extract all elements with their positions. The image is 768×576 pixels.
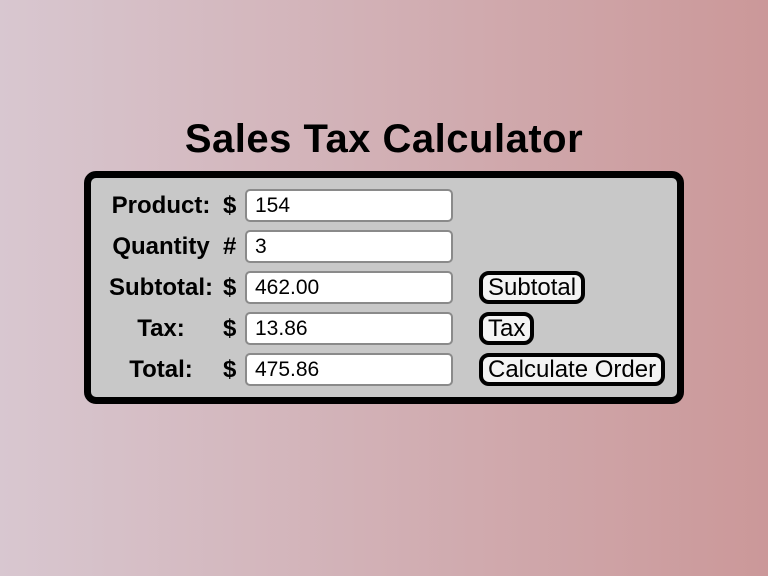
total-input[interactable] bbox=[245, 353, 453, 386]
dollar-symbol: $ bbox=[223, 273, 237, 301]
product-row: Product: $ bbox=[99, 189, 669, 222]
total-label: Total: bbox=[129, 355, 193, 383]
page-title: Sales Tax Calculator bbox=[184, 117, 584, 161]
calculate-order-button[interactable]: Calculate Order bbox=[479, 353, 666, 386]
dollar-symbol: $ bbox=[223, 191, 237, 219]
subtotal-button[interactable]: Subtotal bbox=[479, 271, 586, 304]
number-symbol: # bbox=[223, 232, 237, 260]
tax-button[interactable]: Tax bbox=[479, 312, 535, 345]
subtotal-row: Subtotal: $ Subtotal bbox=[99, 271, 669, 304]
dollar-symbol: $ bbox=[223, 355, 237, 383]
quantity-row: Quantity # bbox=[99, 230, 669, 263]
quantity-label: Quantity bbox=[112, 232, 210, 260]
tax-input[interactable] bbox=[245, 312, 453, 345]
tax-row: Tax: $ Tax bbox=[99, 312, 669, 345]
dollar-symbol: $ bbox=[223, 314, 237, 342]
quantity-input[interactable] bbox=[245, 230, 453, 263]
subtotal-input[interactable] bbox=[245, 271, 453, 304]
product-input[interactable] bbox=[245, 189, 453, 222]
total-row: Total: $ Calculate Order bbox=[99, 353, 669, 386]
subtotal-label: Subtotal: bbox=[109, 273, 213, 301]
tax-label: Tax: bbox=[137, 314, 185, 342]
calculator-panel: Product: $ Quantity # Subtotal: $ Subtot… bbox=[84, 171, 684, 404]
product-label: Product: bbox=[111, 191, 211, 219]
